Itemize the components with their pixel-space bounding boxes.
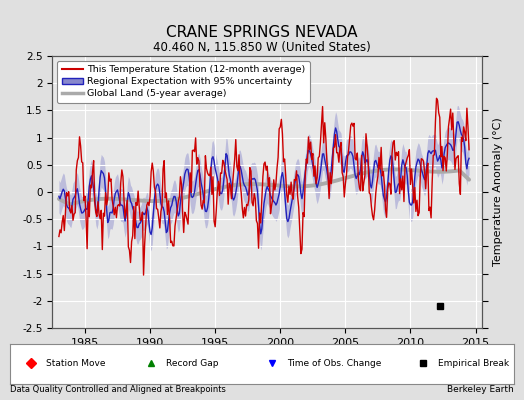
Y-axis label: Temperature Anomaly (°C): Temperature Anomaly (°C) [493, 118, 503, 266]
Text: 40.460 N, 115.850 W (United States): 40.460 N, 115.850 W (United States) [153, 41, 371, 54]
Text: Berkeley Earth: Berkeley Earth [447, 385, 514, 394]
Text: CRANE SPRINGS NEVADA: CRANE SPRINGS NEVADA [166, 25, 358, 40]
Legend: This Temperature Station (12-month average), Regional Expectation with 95% uncer: This Temperature Station (12-month avera… [57, 61, 310, 103]
Text: Data Quality Controlled and Aligned at Breakpoints: Data Quality Controlled and Aligned at B… [10, 385, 226, 394]
Text: Record Gap: Record Gap [167, 359, 219, 368]
Text: Station Move: Station Move [46, 359, 105, 368]
Text: Time of Obs. Change: Time of Obs. Change [287, 359, 381, 368]
Text: Empirical Break: Empirical Break [438, 359, 509, 368]
